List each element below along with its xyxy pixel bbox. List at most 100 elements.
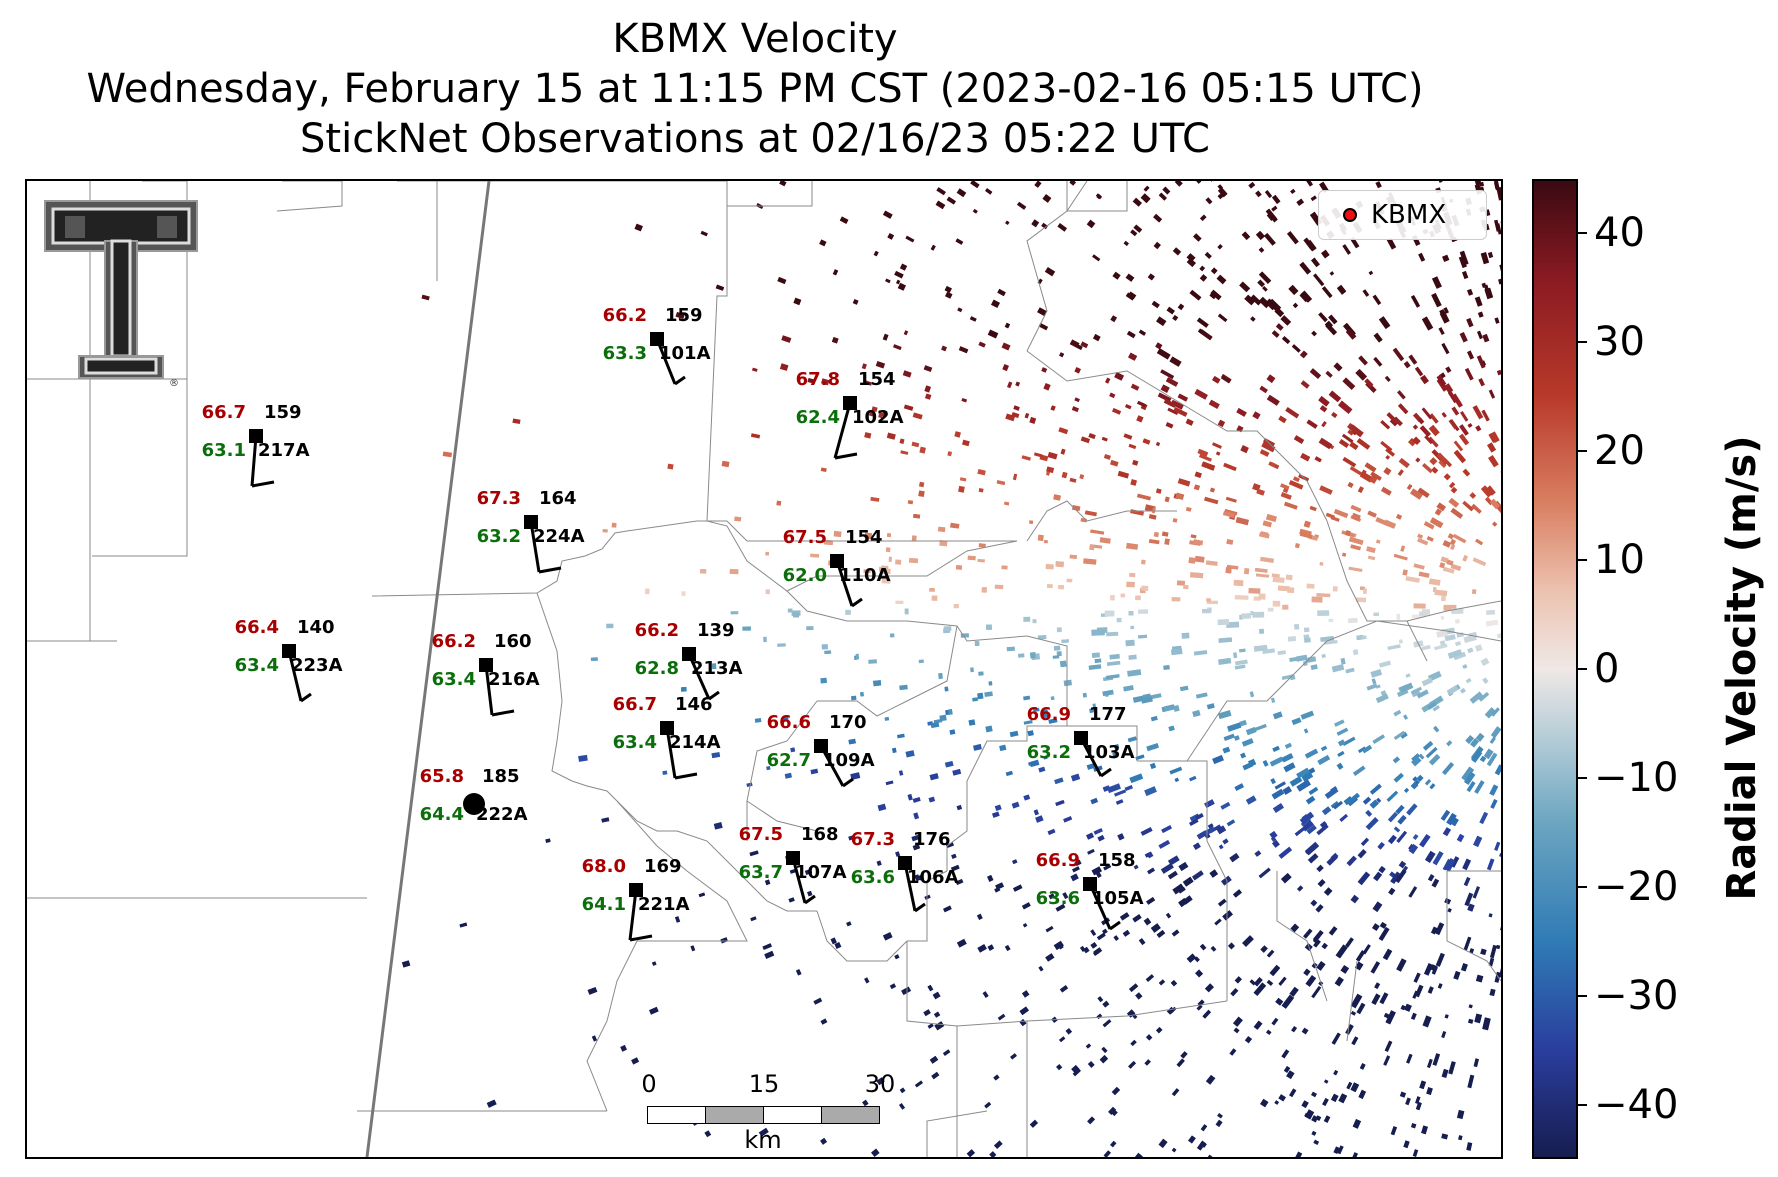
station-223a[interactable]: 66.4 140 63.4 223A	[235, 617, 343, 703]
station-dewpoint: 63.6	[1036, 888, 1080, 909]
colorbar-tick-label: −40	[1594, 1081, 1679, 1128]
station-id: 216A	[488, 669, 540, 690]
wind-barb-staff	[655, 338, 677, 385]
station-id: 109A	[823, 750, 875, 771]
station-marker-icon	[786, 851, 800, 865]
station-id: 217A	[258, 440, 310, 461]
colorbar-tick	[1578, 232, 1587, 235]
wind-barb-flag	[674, 375, 686, 386]
station-pressure: 154	[858, 369, 896, 390]
colorbar-tick-label: −10	[1594, 754, 1679, 801]
wind-barb-flag	[914, 902, 926, 913]
station-105a[interactable]: 66.9 158 63.6 105A	[1036, 850, 1144, 931]
station-216a[interactable]: 66.2 160 63.4 216A	[432, 631, 540, 717]
station-dewpoint: 63.4	[235, 655, 279, 676]
legend: KBMX	[1318, 190, 1487, 240]
station-pressure: 158	[1098, 850, 1136, 871]
colorbar-tick	[1578, 885, 1587, 888]
wind-barb-staff	[628, 889, 638, 941]
station-id: 213A	[691, 658, 743, 679]
station-103a[interactable]: 66.9 177 63.2 103A	[1027, 704, 1135, 778]
station-marker-icon	[898, 856, 912, 870]
wind-barb-staff	[484, 664, 494, 716]
station-id: 110A	[839, 565, 891, 586]
scale-tick-label: 30	[864, 1070, 896, 1098]
colorbar-tick	[1578, 1103, 1587, 1106]
colorbar-tick-label: 0	[1594, 646, 1620, 692]
station-213a[interactable]: 66.2 139 62.8 213A	[635, 620, 743, 701]
wind-barb-flag	[674, 772, 698, 780]
station-102a[interactable]: 67.8 154 62.4 102A	[796, 369, 904, 460]
station-101a[interactable]: 66.2 159 63.3 101A	[603, 305, 711, 386]
wind-barb-flag	[842, 777, 854, 788]
scale-unit-label: km	[744, 1126, 782, 1154]
colorbar	[1532, 179, 1578, 1159]
station-dewpoint: 62.0	[783, 565, 827, 586]
station-224a[interactable]: 67.3 164 63.2 224A	[477, 488, 585, 574]
wind-barb-staff	[833, 402, 852, 459]
station-dewpoint: 63.6	[851, 867, 895, 888]
scale-segment	[763, 1106, 822, 1124]
station-marker-icon	[249, 429, 263, 443]
colorbar-tick	[1578, 776, 1587, 779]
station-id: 107A	[795, 862, 847, 883]
station-temperature: 67.5	[739, 824, 783, 845]
station-temperature: 65.8	[420, 766, 464, 787]
wind-barb-staff	[250, 435, 258, 487]
station-marker-icon	[629, 883, 643, 897]
wind-barb-staff	[287, 650, 303, 702]
station-217a[interactable]: 66.7 159 63.1 217A	[202, 402, 310, 488]
colorbar-tick-label: 40	[1594, 210, 1645, 257]
station-temperature: 66.7	[202, 402, 246, 423]
station-marker-icon	[1074, 731, 1088, 745]
colorbar-tick	[1578, 668, 1587, 670]
wind-barb-flag	[1100, 767, 1112, 778]
station-dewpoint: 63.3	[603, 343, 647, 364]
station-temperature: 68.0	[582, 856, 626, 877]
station-110a[interactable]: 67.5 154 62.0 110A	[783, 527, 891, 608]
station-pressure: 154	[845, 527, 883, 548]
logo-registered-mark: ®	[169, 378, 179, 389]
station-pressure: 159	[264, 402, 302, 423]
station-dewpoint: 63.4	[613, 732, 657, 753]
station-id: 102A	[852, 407, 904, 428]
colorbar-tick-label: 20	[1594, 428, 1645, 475]
station-222a[interactable]: 65.8 185 64.4 222A	[420, 766, 528, 825]
station-marker-icon	[830, 554, 844, 568]
wind-barb-flag	[251, 480, 275, 488]
station-pressure: 160	[494, 631, 532, 652]
station-221a[interactable]: 68.0 169 64.1 221A	[582, 856, 690, 942]
colorbar-tick-label: −20	[1594, 863, 1679, 910]
station-dewpoint: 62.4	[796, 407, 840, 428]
station-109a[interactable]: 66.6 170 62.7 109A	[767, 712, 875, 788]
station-temperature: 67.5	[783, 527, 827, 548]
station-pressure: 164	[539, 488, 577, 509]
wind-barb-flag	[491, 709, 515, 717]
station-dewpoint: 64.4	[420, 804, 464, 825]
station-id: 106A	[907, 867, 959, 888]
colorbar-title: Radial Velocity (m/s)	[1719, 435, 1765, 901]
scale-tick-label: 15	[748, 1070, 780, 1098]
station-pressure: 170	[829, 712, 867, 733]
station-temperature: 67.3	[477, 488, 521, 509]
station-marker-icon	[479, 658, 493, 672]
station-id: 221A	[638, 894, 690, 915]
station-id: 222A	[476, 804, 528, 825]
station-marker-icon	[660, 721, 674, 735]
station-107a[interactable]: 67.5 168 63.7 107A	[739, 824, 847, 905]
wind-barb-staff	[791, 857, 807, 904]
wind-barb-flag	[708, 690, 720, 701]
station-dewpoint: 63.7	[739, 862, 783, 883]
station-temperature: 67.8	[796, 369, 840, 390]
map-panel[interactable]: 66.2 159 63.3 101A 66.7 159 63.1 217A 67.8 154 62.…	[25, 179, 1503, 1159]
station-temperature: 66.2	[432, 631, 476, 652]
county-boundaries	[27, 181, 1501, 1157]
station-106a[interactable]: 67.3 176 63.6 106A	[851, 829, 959, 913]
station-pressure: 185	[482, 766, 520, 787]
station-pressure: 168	[801, 824, 839, 845]
scale-segment	[821, 1106, 880, 1124]
station-marker-icon	[682, 647, 696, 661]
station-214a[interactable]: 66.7 146 63.4 214A	[613, 694, 721, 780]
scale-bar	[647, 1084, 880, 1124]
scale-segment	[705, 1106, 764, 1124]
